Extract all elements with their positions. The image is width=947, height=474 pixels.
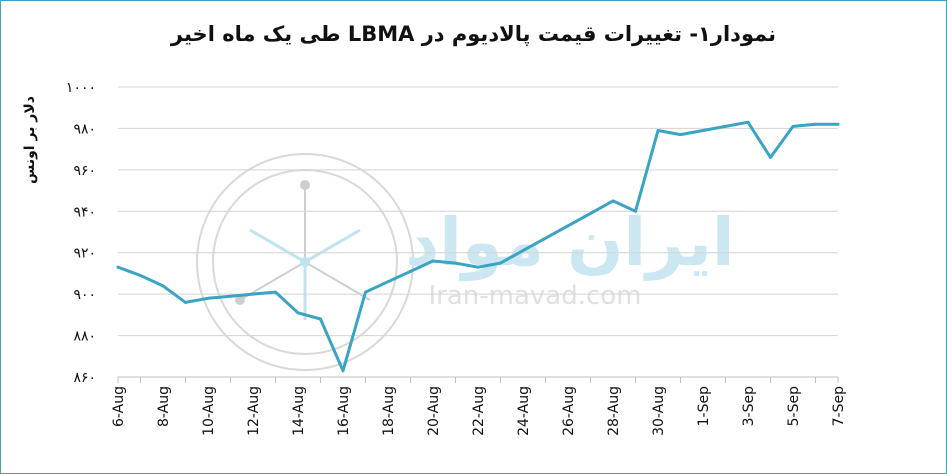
data-point — [544, 236, 547, 240]
x-tick-labels: 6-Aug 8-Aug 10-Aug 12-Aug 14-Aug 16-Aug 18-Aug… — [111, 386, 847, 436]
x-tick-label: 30-Aug — [651, 386, 667, 436]
y-tick-label: ۹۶۰ — [73, 163, 96, 179]
x-tick-label: 22-Aug — [471, 386, 487, 436]
data-point — [611, 199, 615, 203]
data-point — [296, 311, 300, 315]
x-axis — [117, 376, 839, 383]
y-tick-label: ۹۸۰ — [73, 121, 96, 137]
grid-lines — [118, 86, 838, 337]
series-layer — [116, 120, 840, 373]
y-tick-label: ۹۲۰ — [73, 246, 96, 262]
data-point — [409, 269, 412, 273]
x-tick-label: 1-Sep — [696, 386, 712, 426]
y-tick-labels: ۱۰۰۰ ۹۸۰ ۹۶۰ ۹۴۰ ۹۲۰ ۹۰۰ ۸۸۰ ۸۶۰ — [66, 80, 96, 386]
data-point — [814, 122, 817, 126]
data-point — [364, 290, 367, 294]
data-point — [161, 284, 165, 288]
y-tick-label: ۸۶۰ — [73, 370, 96, 386]
x-tick-label: 10-Aug — [201, 386, 217, 436]
x-tick-label: 8-Aug — [156, 386, 172, 427]
data-point — [229, 294, 232, 298]
data-point — [634, 209, 637, 213]
x-tick-label: 26-Aug — [561, 386, 577, 436]
data-point — [274, 290, 277, 294]
data-point — [319, 317, 322, 321]
x-tick-label: 3-Sep — [741, 386, 757, 426]
data-point — [746, 120, 750, 124]
gear-logo-icon — [196, 153, 414, 371]
watermark-site: Iran-mavad.com — [428, 281, 641, 311]
watermark-brand: ایران مواد — [405, 204, 734, 282]
data-point — [206, 296, 210, 300]
data-point — [836, 122, 840, 126]
data-point — [476, 265, 480, 269]
y-tick-label: ۹۴۰ — [73, 204, 96, 220]
y-tick-label: ۹۰۰ — [73, 287, 96, 303]
x-tick-label: 18-Aug — [381, 386, 397, 436]
data-point — [769, 156, 772, 159]
data-point — [656, 129, 660, 132]
watermark: ایران مواد Iran-mavad.com — [196, 153, 735, 371]
x-tick-label: 5-Sep — [786, 386, 802, 426]
data-point — [251, 292, 255, 296]
x-tick-label: 28-Aug — [606, 386, 622, 436]
x-tick-label: 20-Aug — [426, 386, 442, 436]
data-point — [566, 224, 570, 228]
data-point — [454, 261, 457, 265]
data-point — [791, 124, 795, 128]
data-point — [499, 261, 502, 265]
data-point — [184, 301, 187, 304]
data-point — [701, 129, 705, 132]
data-point — [341, 369, 345, 373]
data-point — [724, 124, 727, 128]
data-point — [431, 259, 435, 263]
data-point — [386, 280, 390, 284]
y-tick-label: ۸۸۰ — [73, 329, 96, 345]
y-tick-label: ۱۰۰۰ — [66, 80, 96, 96]
x-tick-label: 14-Aug — [291, 386, 307, 436]
x-tick-label: 7-Sep — [831, 386, 847, 426]
data-point — [521, 249, 525, 253]
x-tick-label: 12-Aug — [246, 386, 262, 436]
data-point — [679, 133, 682, 137]
data-point — [139, 274, 142, 277]
x-tick-label: 16-Aug — [336, 386, 352, 436]
chart-title: نمودار۱- تغییرات قیمت پالادیوم در LBMA ط… — [170, 22, 777, 46]
data-point — [589, 211, 592, 215]
data-point — [116, 265, 120, 269]
x-tick-label: 24-Aug — [516, 386, 532, 436]
x-tick-label: 6-Aug — [111, 386, 127, 427]
